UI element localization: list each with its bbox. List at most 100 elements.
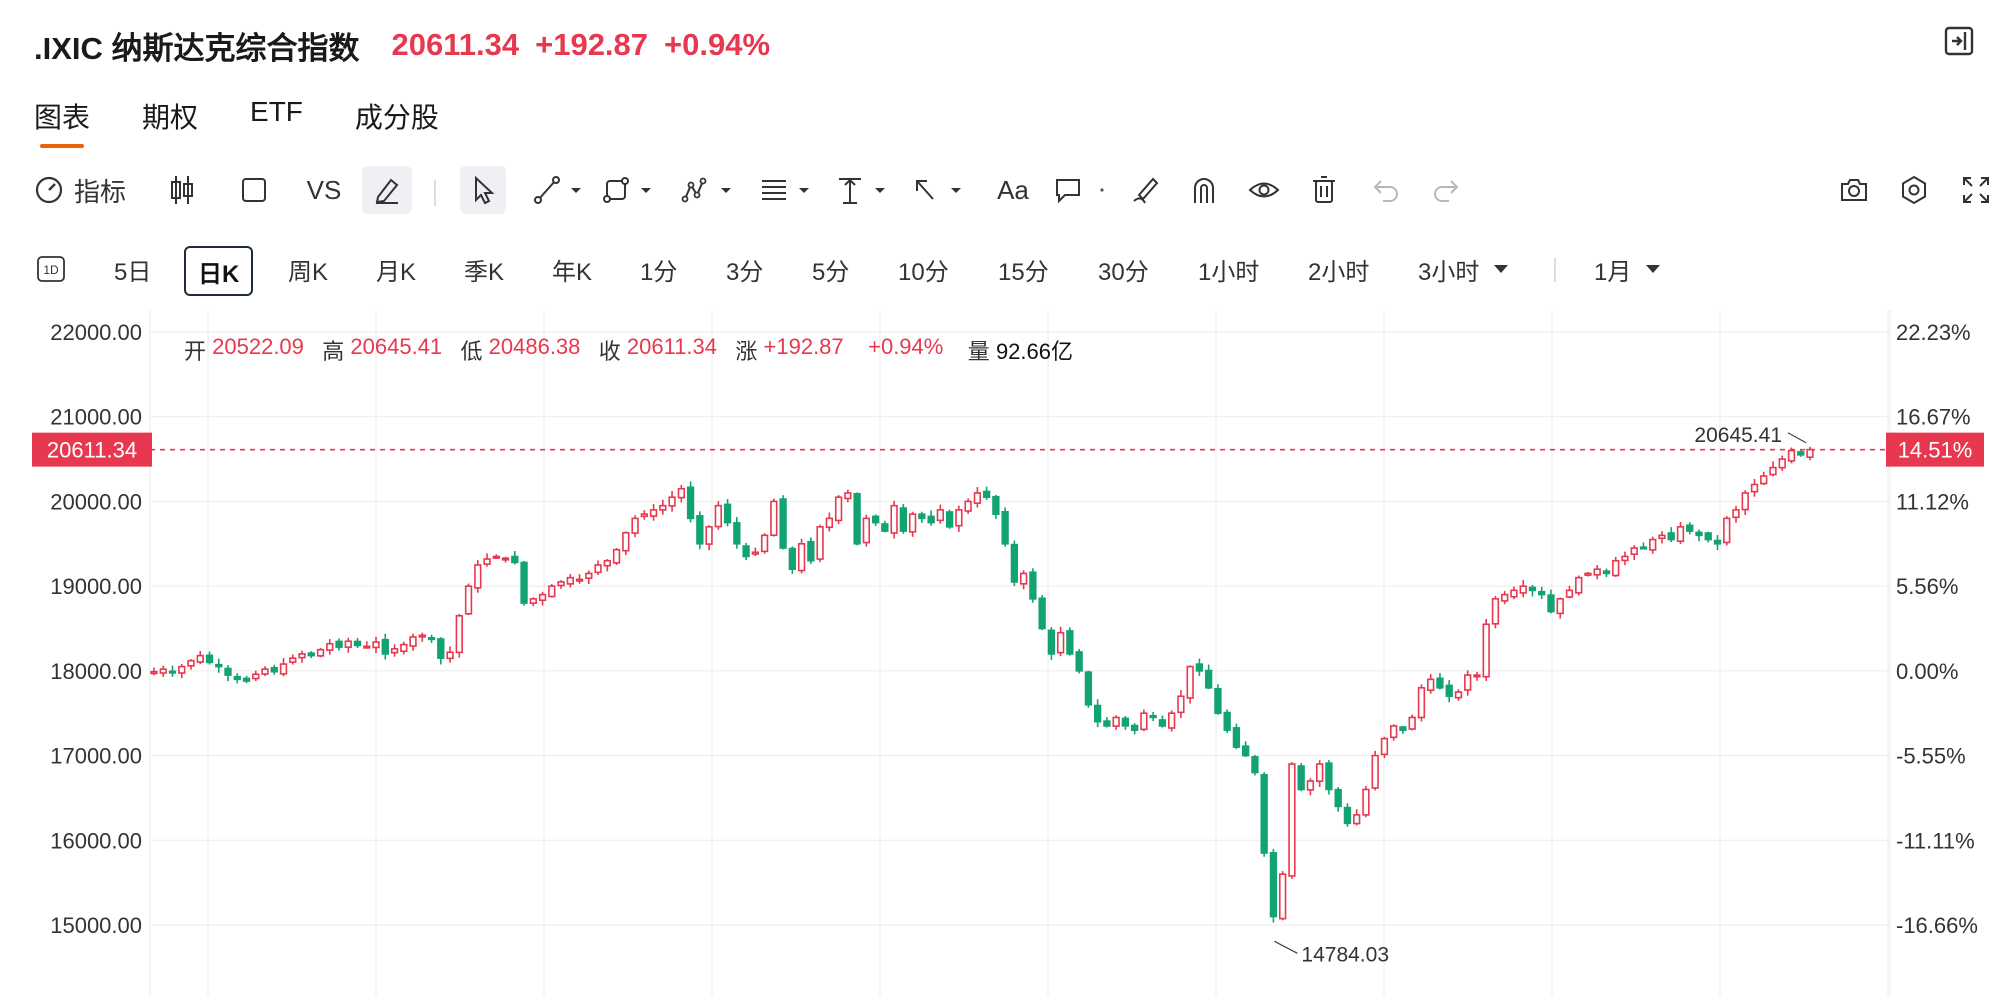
period-weekly[interactable]: 周K: [288, 258, 329, 286]
period-quarterly[interactable]: 季K: [464, 258, 505, 286]
candle-body: [1112, 716, 1120, 727]
candle-body: [1639, 546, 1648, 550]
range-dropdown[interactable]: 1月: [1594, 246, 1661, 292]
candle-body: [631, 517, 639, 534]
tab-etf[interactable]: ETF: [250, 96, 303, 127]
arrow-tool-button[interactable]: [910, 166, 972, 214]
redo-button[interactable]: [1424, 166, 1468, 214]
candle-body: [270, 666, 278, 673]
tab-constituents[interactable]: 成分股: [354, 102, 439, 133]
tab-options[interactable]: 期权: [142, 102, 199, 133]
tab-chart[interactable]: 图表: [34, 96, 90, 148]
period-selector: 1D 5日 日K 周K 月K 季K 年K 1分 3分 5分 10分 15分 30…: [30, 246, 1730, 296]
period-3m[interactable]: 3分: [726, 258, 764, 286]
candle-body: [668, 496, 676, 507]
candle-body: [1399, 726, 1407, 731]
period-monthly[interactable]: 月K: [376, 258, 417, 286]
ohlc-legend: 开 20522.09 高 20645.41 低 20486.38 收 20611…: [184, 334, 1073, 366]
compare-button[interactable]: VS: [306, 174, 342, 205]
magnet-button[interactable]: [1182, 166, 1226, 214]
period-3h-dropdown[interactable]: 3小时: [1418, 246, 1509, 292]
period-2h[interactable]: 2小时: [1308, 258, 1370, 286]
candle-body: [1556, 598, 1564, 615]
candle-body: [1269, 852, 1278, 918]
pointer-button[interactable]: [460, 166, 506, 214]
brush-tool-button[interactable]: [1124, 166, 1168, 214]
period-1m[interactable]: 1分: [640, 258, 678, 286]
shape-tool-button[interactable]: [600, 166, 662, 214]
candle-body: [1806, 448, 1814, 459]
day-mode-icon[interactable]: 1D: [36, 246, 66, 292]
candle-body: [1482, 623, 1490, 678]
candle-body: [1371, 754, 1379, 789]
candle-body: [1214, 687, 1222, 715]
candle-body: [1288, 763, 1296, 877]
undo-button[interactable]: [1364, 166, 1408, 214]
fullscreen-button[interactable]: [1954, 166, 1998, 214]
period-yearly[interactable]: 年K: [552, 258, 593, 286]
candle-body: [1501, 593, 1509, 602]
text-tool-button[interactable]: Aa: [997, 174, 1029, 205]
pattern-tool-button[interactable]: [680, 166, 742, 214]
candle-body: [381, 638, 389, 655]
indicator-button[interactable]: 指标: [34, 166, 134, 214]
candle-body: [1464, 674, 1472, 691]
candle-body: [723, 503, 732, 524]
settings-button[interactable]: [1892, 166, 1936, 214]
candle-body: [1593, 568, 1601, 576]
brush-icon: [1133, 177, 1159, 204]
candle-body: [714, 504, 723, 528]
candle-body: [1029, 571, 1037, 600]
candle-body: [1167, 712, 1176, 729]
candle-body: [686, 486, 695, 520]
candle-body: [834, 496, 843, 522]
period-1h[interactable]: 1小时: [1198, 258, 1260, 286]
line-tool-button[interactable]: [530, 166, 592, 214]
arrow-icon: [916, 180, 961, 200]
candle-body: [196, 654, 204, 663]
period-5d[interactable]: 5日: [114, 258, 152, 286]
candle-body: [1538, 590, 1546, 596]
candle-body: [1140, 712, 1148, 731]
candle-body: [1223, 711, 1231, 731]
fib-tool-button[interactable]: [758, 166, 820, 214]
shape-icon: [603, 177, 651, 203]
draw-tool-button[interactable]: [362, 166, 412, 214]
y-left-tick: 20000.00: [50, 489, 142, 514]
period-10m[interactable]: 10分: [898, 258, 949, 286]
rectangle-button[interactable]: [236, 166, 272, 214]
period-15m[interactable]: 15分: [998, 258, 1049, 286]
period-daily[interactable]: 日K: [184, 246, 254, 296]
y-right-tick: -16.66%: [1896, 913, 1978, 938]
period-5m[interactable]: 5分: [812, 258, 850, 286]
candle-body: [1778, 458, 1786, 469]
candle-body: [205, 654, 214, 664]
screenshot-button[interactable]: [1832, 166, 1876, 214]
camera-icon: [1841, 179, 1867, 201]
candle-body: [363, 645, 371, 649]
collapse-panel-icon[interactable]: [1944, 26, 1974, 56]
candlestick-chart[interactable]: 22000.00 21000.00 20000.00 19000.00 18000.00…: [0, 310, 2006, 996]
delete-drawings-button[interactable]: [1302, 166, 1346, 214]
candle-body: [326, 642, 334, 651]
candle-style-button[interactable]: [164, 166, 200, 214]
candle-body: [1093, 704, 1102, 723]
range-label: 1月: [1594, 258, 1632, 286]
fibonacci-icon: [762, 180, 809, 200]
close-label: 收: [598, 339, 621, 364]
candle-body: [890, 504, 898, 534]
expand-icon: [1963, 177, 1989, 203]
comment-tool-button[interactable]: [1046, 166, 1090, 214]
candle-body: [1038, 597, 1046, 630]
period-30m[interactable]: 30分: [1098, 258, 1149, 286]
visibility-button[interactable]: [1242, 166, 1286, 214]
candle-body: [612, 548, 621, 564]
current-price-tag-text: 20611.34: [47, 438, 137, 463]
measure-tool-button[interactable]: [834, 166, 896, 214]
eye-icon: [1248, 182, 1280, 198]
candle-body: [1279, 873, 1287, 920]
candle-body: [733, 522, 741, 545]
candle-body: [1445, 684, 1453, 698]
candle-body: [575, 578, 584, 582]
candle-body: [390, 648, 399, 654]
